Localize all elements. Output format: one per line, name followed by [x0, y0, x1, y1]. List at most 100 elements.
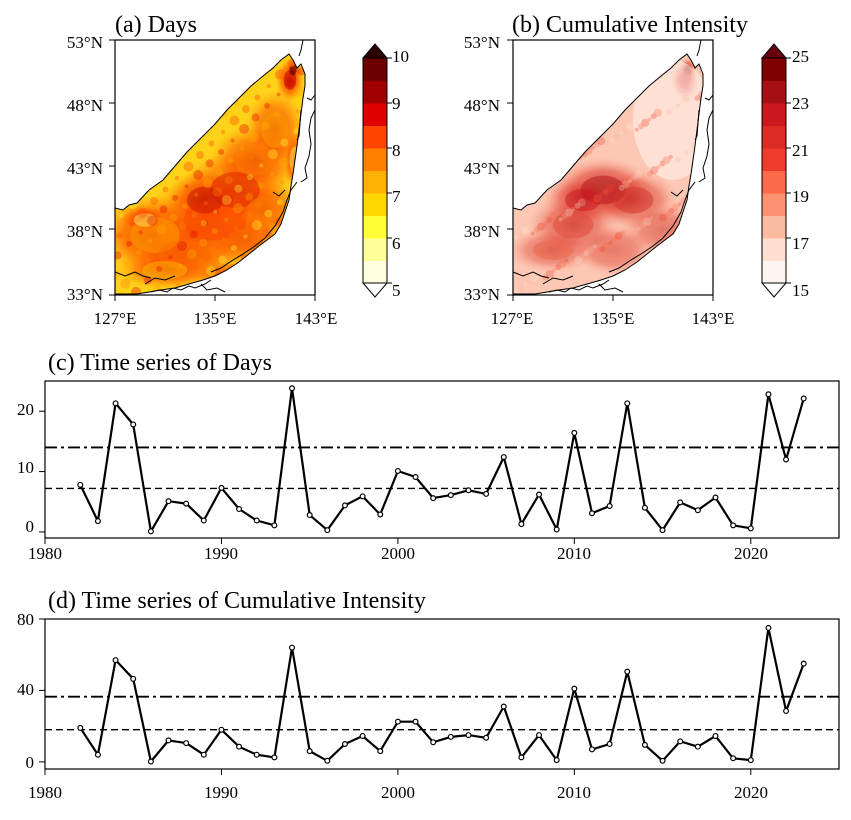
texture-dot [243, 234, 248, 239]
texture-dot [202, 219, 209, 226]
texture-dot [183, 161, 194, 172]
texture-dot [261, 228, 272, 239]
texture-dot [246, 174, 253, 181]
texture-dot [194, 192, 199, 197]
data-point [571, 429, 578, 436]
texture-dot [248, 132, 259, 143]
y-tick-label: 10 [17, 458, 34, 477]
data-point [606, 740, 613, 747]
data-point [747, 525, 754, 532]
texture-dot [156, 224, 167, 235]
colorbar-level [762, 58, 786, 81]
data-point [94, 518, 101, 525]
x-tick-label: 1990 [204, 544, 238, 563]
texture-dot [193, 169, 204, 180]
colorbar-frame [362, 57, 388, 284]
texture-dot [135, 249, 142, 256]
texture-dot [214, 209, 219, 214]
colorbar-level [762, 125, 786, 149]
colorbar-over-extension [361, 43, 389, 59]
texture-dot [261, 121, 270, 130]
texture-dot [286, 100, 291, 105]
texture-dot [599, 193, 604, 198]
coastline [542, 275, 574, 285]
texture-dot [292, 128, 299, 135]
sea-field-texture [513, 54, 703, 294]
texture-dot [536, 222, 545, 231]
map-a-lon-ticks: 127°E 135°E 143°E [94, 309, 338, 328]
texture-dot [129, 222, 133, 226]
data-point [518, 521, 525, 528]
texture-dot [253, 243, 257, 247]
texture-dot [150, 197, 158, 205]
y-tick-label: 0 [26, 517, 35, 536]
data-point [588, 746, 595, 753]
coastline [144, 275, 176, 285]
intensity-core [234, 144, 276, 176]
texture-dot [205, 266, 216, 277]
colorbar-ci-tick: 25 [792, 47, 809, 66]
texture-dot [675, 156, 682, 163]
panel-b-title: (b) Cumulative Intensity [512, 12, 748, 38]
texture-dot [276, 92, 281, 97]
data-point [483, 734, 490, 741]
texture-dot [156, 265, 163, 272]
map-b-lat-ticks: 53°N 48°N 43°N 38°N 33°N [464, 33, 500, 304]
x-tick-label: 2000 [381, 544, 415, 563]
map-panel-cumulative-intensity: (b) Cumulative Intensity 53°N 48°N 43°N … [464, 12, 810, 328]
coastline [696, 39, 702, 57]
panel-d-title: (d) Time series of Cumulative Intensity [48, 588, 426, 614]
x-tick-label: 2010 [557, 544, 591, 563]
colorbar-days-tick: 6 [392, 234, 401, 253]
map-a-lon-tick: 143°E [295, 309, 338, 328]
texture-dot [530, 231, 535, 236]
texture-dot [275, 69, 286, 80]
data-point [712, 732, 719, 739]
texture-dot [196, 257, 207, 268]
colorbar-level [762, 238, 786, 261]
texture-dot [169, 213, 178, 222]
texture-dot [622, 127, 629, 134]
colorbar-level [363, 170, 387, 194]
map-a-lon-tick: 127°E [94, 309, 137, 328]
texture-dot [530, 274, 538, 282]
colorbar-days-ticks: 10 9 8 7 6 5 [392, 47, 409, 300]
data-point [183, 500, 190, 507]
texture-dot [592, 244, 597, 249]
data-point [200, 517, 207, 524]
texture-dot [267, 190, 274, 197]
texture-dot [237, 165, 244, 172]
data-point [130, 675, 137, 682]
texture-dot [143, 276, 152, 285]
texture-dot [184, 184, 189, 189]
panel-c-y-ticks: 0 10 20 [17, 400, 34, 536]
y-tick-label: 20 [17, 400, 34, 419]
coastline [704, 94, 714, 101]
data-point [377, 511, 384, 518]
map-b-lon-ticks: 127°E 135°E 143°E [491, 309, 735, 328]
texture-dot [215, 167, 224, 176]
data-point [553, 757, 560, 764]
texture-dot [606, 184, 615, 193]
colorbar-ci-tick: 17 [792, 234, 810, 253]
texture-dot [602, 241, 611, 250]
map-b-lat-tick: 33°N [464, 285, 500, 304]
texture-dot [574, 202, 581, 209]
plot-area [44, 380, 840, 539]
data-point [536, 491, 543, 498]
texture-dot [242, 211, 253, 222]
data-point [800, 395, 807, 402]
texture-dot [208, 247, 217, 256]
texture-dot [621, 230, 626, 235]
coastline [114, 271, 152, 279]
texture-dot [233, 226, 238, 231]
time-series-ci-panel: (d) Time series of Cumulative Intensity … [17, 588, 840, 802]
texture-dot [678, 152, 687, 161]
texture-dot [283, 119, 290, 126]
texture-dot [264, 102, 271, 109]
intensity-core [227, 228, 263, 252]
map-days [109, 39, 316, 301]
texture-dot [267, 84, 271, 88]
data-point [147, 528, 154, 535]
